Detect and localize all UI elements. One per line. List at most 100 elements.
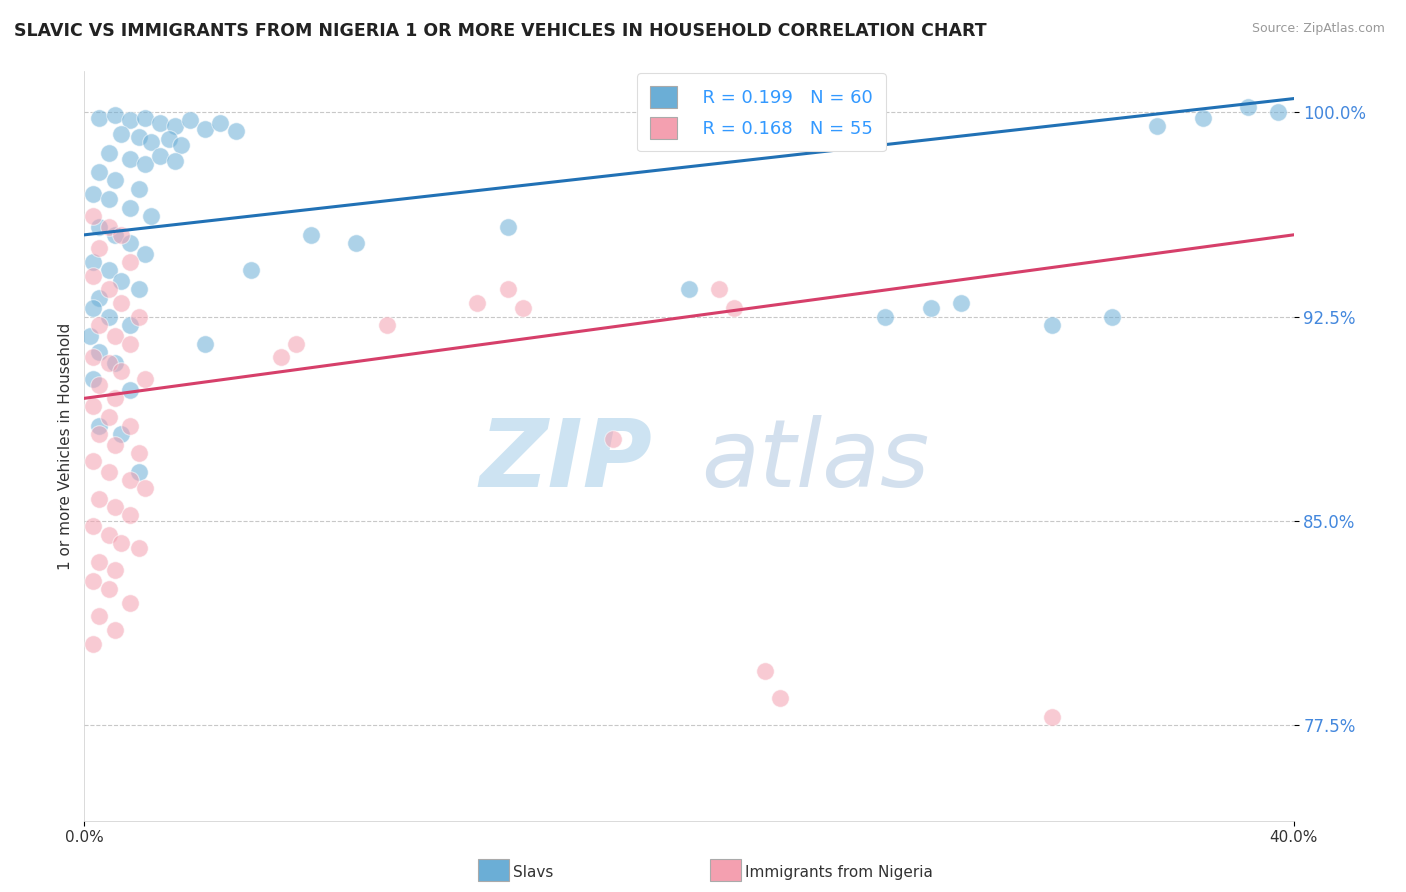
Point [118, 418, 141, 433]
Text: SLAVIC VS IMMIGRANTS FROM NIGERIA 1 OR MORE VEHICLES IN HOUSEHOLD CORRELATION CH: SLAVIC VS IMMIGRANTS FROM NIGERIA 1 OR M… [14, 22, 987, 40]
Point [89, 291, 111, 305]
Point [104, 328, 127, 343]
Point [118, 318, 141, 332]
Point [769, 691, 792, 706]
Point [104, 437, 127, 451]
Point [512, 301, 534, 316]
Point [375, 318, 398, 332]
Point [139, 135, 162, 149]
Point [128, 465, 150, 479]
Point [875, 310, 897, 324]
Point [157, 132, 180, 146]
Point [209, 116, 232, 130]
Point [128, 282, 150, 296]
Point [89, 318, 111, 332]
Point [165, 154, 187, 169]
Point [134, 157, 156, 171]
Y-axis label: 1 or more Vehicles in Household: 1 or more Vehicles in Household [58, 322, 73, 570]
Point [179, 113, 201, 128]
Point [950, 296, 973, 310]
Legend:   R = 0.199   N = 60,   R = 0.168   N = 55: R = 0.199 N = 60, R = 0.168 N = 55 [637, 73, 886, 152]
Point [194, 121, 217, 136]
Point [82, 372, 104, 386]
Text: Immigrants from Nigeria: Immigrants from Nigeria [745, 865, 934, 880]
Point [299, 227, 322, 242]
Point [1192, 111, 1215, 125]
Point [104, 623, 127, 637]
Point [97, 527, 120, 541]
Point [104, 563, 127, 577]
Point [82, 574, 104, 588]
Point [1267, 105, 1289, 120]
Point [110, 535, 132, 549]
Point [118, 383, 141, 397]
Point [134, 111, 156, 125]
Point [467, 296, 489, 310]
Point [134, 481, 156, 495]
Point [118, 336, 141, 351]
Text: Slavs: Slavs [513, 865, 554, 880]
Point [118, 508, 141, 523]
Point [128, 181, 150, 195]
Point [82, 209, 104, 223]
Point [118, 235, 141, 250]
Point [82, 186, 104, 201]
Point [82, 519, 104, 533]
Text: atlas: atlas [702, 416, 929, 507]
Point [82, 454, 104, 468]
Point [270, 351, 292, 365]
Point [496, 282, 519, 296]
Point [1040, 318, 1063, 332]
Point [110, 364, 132, 378]
Point [79, 328, 101, 343]
Point [139, 209, 162, 223]
Point [149, 149, 172, 163]
Point [97, 582, 120, 596]
Point [82, 351, 104, 365]
Point [285, 336, 308, 351]
Point [89, 219, 111, 234]
Point [602, 432, 624, 446]
Point [118, 473, 141, 487]
Point [678, 282, 700, 296]
Point [97, 219, 120, 234]
Point [89, 609, 111, 624]
Point [496, 219, 519, 234]
Point [723, 301, 745, 316]
Point [134, 247, 156, 261]
Point [89, 111, 111, 125]
Point [1237, 100, 1260, 114]
Point [89, 377, 111, 392]
Point [1040, 710, 1063, 724]
Point [104, 356, 127, 370]
Point [82, 268, 104, 283]
Point [165, 119, 187, 133]
Point [82, 255, 104, 269]
Point [1101, 310, 1123, 324]
Point [128, 129, 150, 144]
Point [104, 500, 127, 515]
Point [149, 116, 172, 130]
Point [97, 465, 120, 479]
Point [110, 274, 132, 288]
Point [104, 392, 127, 406]
Text: ZIP: ZIP [479, 415, 652, 507]
Point [97, 263, 120, 277]
Point [128, 310, 150, 324]
Point [118, 152, 141, 166]
Point [128, 446, 150, 460]
Point [97, 146, 120, 161]
Point [89, 345, 111, 359]
Point [97, 356, 120, 370]
Point [128, 541, 150, 556]
Point [97, 410, 120, 425]
Point [754, 664, 776, 678]
Point [104, 173, 127, 187]
Point [89, 242, 111, 256]
Point [89, 165, 111, 179]
Point [89, 418, 111, 433]
Point [97, 282, 120, 296]
Point [82, 400, 104, 414]
Point [170, 137, 193, 152]
Point [104, 108, 127, 122]
